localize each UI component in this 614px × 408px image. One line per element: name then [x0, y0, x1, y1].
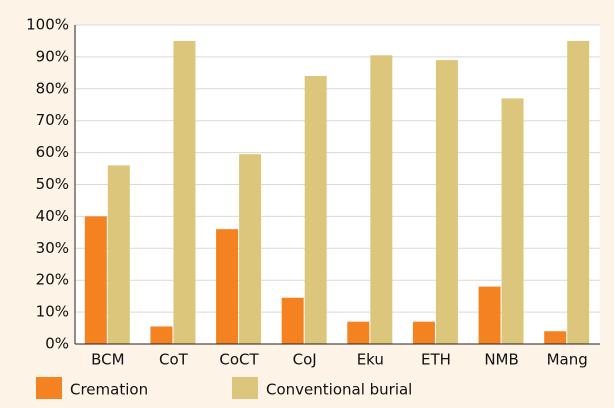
- x-tick-label: CoT: [159, 351, 189, 369]
- x-tick-label: Eku: [357, 351, 384, 369]
- bar: [173, 40, 196, 344]
- y-tick-label: 90%: [36, 47, 69, 65]
- bar: [84, 216, 107, 344]
- bar: [347, 321, 370, 344]
- y-tick-label: 40%: [36, 207, 69, 225]
- bar: [216, 229, 239, 344]
- x-tick-label: NMB: [484, 351, 518, 369]
- bar: [150, 326, 173, 344]
- y-tick-label: 10%: [36, 303, 69, 321]
- bar: [544, 331, 567, 344]
- legend-label: Cremation: [70, 381, 148, 399]
- legend-swatch: [36, 377, 62, 399]
- y-tick-label: 80%: [36, 79, 69, 97]
- x-tick-label: CoJ: [293, 351, 317, 369]
- x-tick-label: Mang: [547, 351, 588, 369]
- bar: [107, 165, 130, 344]
- y-tick-label: 0%: [45, 335, 69, 353]
- bar: [567, 40, 590, 344]
- y-tick-label: 100%: [26, 16, 69, 34]
- y-tick-label: 70%: [36, 111, 69, 129]
- x-tick-label: ETH: [421, 351, 451, 369]
- bar: [435, 60, 458, 345]
- x-tick-label: CoCT: [219, 351, 259, 369]
- y-tick-label: 60%: [36, 143, 69, 161]
- bar: [501, 98, 524, 345]
- bar: [370, 55, 393, 345]
- bar: [304, 76, 327, 344]
- bar: [412, 321, 435, 344]
- x-tick-label: BCM: [91, 351, 124, 369]
- y-tick-label: 30%: [36, 239, 69, 257]
- bar: [281, 297, 304, 344]
- legend-label: Conventional burial: [266, 381, 412, 399]
- y-tick-label: 50%: [36, 175, 69, 193]
- bar: [478, 286, 501, 344]
- y-tick-label: 20%: [36, 271, 69, 289]
- legend-swatch: [232, 377, 258, 399]
- bar: [239, 154, 262, 344]
